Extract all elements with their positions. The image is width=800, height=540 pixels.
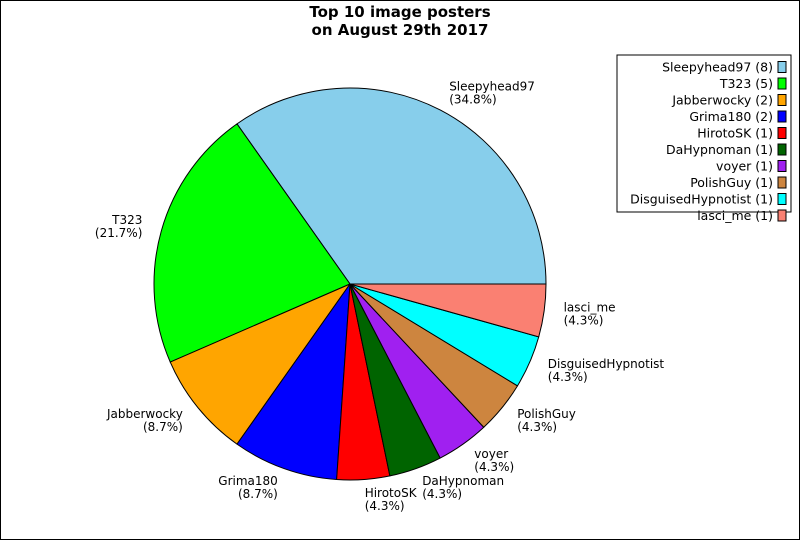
legend-swatch	[777, 193, 787, 205]
slice-label-name: Grima180	[218, 474, 278, 488]
legend-swatch	[777, 127, 787, 139]
slice-label-percent: (4.3%)	[564, 313, 604, 327]
pie-slice-lasci-me	[349, 283, 547, 338]
pie-slice-t323	[153, 123, 351, 363]
legend-swatch	[777, 176, 787, 189]
slice-label-percent: (4.3%)	[548, 370, 588, 384]
legend-swatch	[777, 160, 787, 172]
slice-label-name: DisguisedHypnotist	[548, 357, 665, 371]
legend-entry-label: Grima180 (2)	[689, 109, 773, 124]
slice-label-name: Sleepyhead97	[449, 80, 535, 94]
slice-label-name: Jabberwocky	[106, 407, 183, 421]
legend-entry-label: Jabberwocky (2)	[671, 93, 773, 108]
slice-label-name: HirotoSK	[365, 486, 418, 500]
chart-title-line-2: on August 29th 2017	[312, 21, 489, 39]
chart-title: Top 10 image posters on August 29th 2017	[309, 3, 490, 39]
legend-entry-label: T323 (5)	[719, 76, 773, 91]
slice-label-name: lasci_me	[564, 300, 616, 314]
slice-label-name: PolishGuy	[517, 407, 576, 421]
slice-label-name: DaHypnoman	[422, 474, 504, 488]
pie-slice-grima180	[236, 283, 351, 481]
legend: Sleepyhead97 (8)T323 (5) Jabberwocky (2)G…	[616, 54, 792, 223]
slice-label-percent: (4.3%)	[365, 499, 405, 513]
slice-label-percent: (8.7%)	[238, 487, 278, 501]
slice-label-name: voyer	[474, 447, 508, 461]
slice-label-name: T323	[111, 213, 142, 227]
pie-slice-jabberwocky	[169, 283, 351, 445]
legend-box	[616, 54, 792, 213]
pie-slices	[153, 87, 547, 481]
slice-label-percent: (4.3%)	[474, 460, 514, 474]
legend-swatch	[777, 209, 787, 222]
legend-swatch	[777, 61, 787, 73]
legend-swatch	[777, 110, 787, 123]
legend-entry-label: DaHypnoman (1)	[666, 142, 773, 157]
pie-slice-sleepyhead97	[236, 87, 547, 285]
legend-entry-label: voyer (1)	[716, 159, 773, 174]
legend-entry-label: lasci_me (1)	[697, 208, 773, 223]
legend-entry-label: PolishGuy (1)	[690, 175, 773, 190]
legend-swatch	[777, 94, 787, 106]
legend-entry-label: DisguisedHypnotist (1)	[630, 192, 773, 207]
slice-label-percent: (4.3%)	[422, 487, 462, 501]
slice-label-percent: (8.7%)	[143, 420, 183, 434]
slice-label-percent: (21.7%)	[95, 226, 142, 240]
legend-entry-label: Sleepyhead97 (8)	[662, 60, 773, 75]
slice-label-percent: (4.3%)	[517, 420, 557, 434]
slice-label-percent: (34.8%)	[449, 93, 496, 107]
legend-swatch	[777, 77, 787, 90]
legend-entry-label: HirotoSK (1)	[697, 126, 773, 141]
legend-swatch	[777, 143, 787, 156]
slice-labels: Sleepyhead97(34.8%) T323(21.7%) Jabberwock…	[95, 80, 664, 513]
chart-title-line-1: Top 10 image posters	[309, 3, 490, 21]
